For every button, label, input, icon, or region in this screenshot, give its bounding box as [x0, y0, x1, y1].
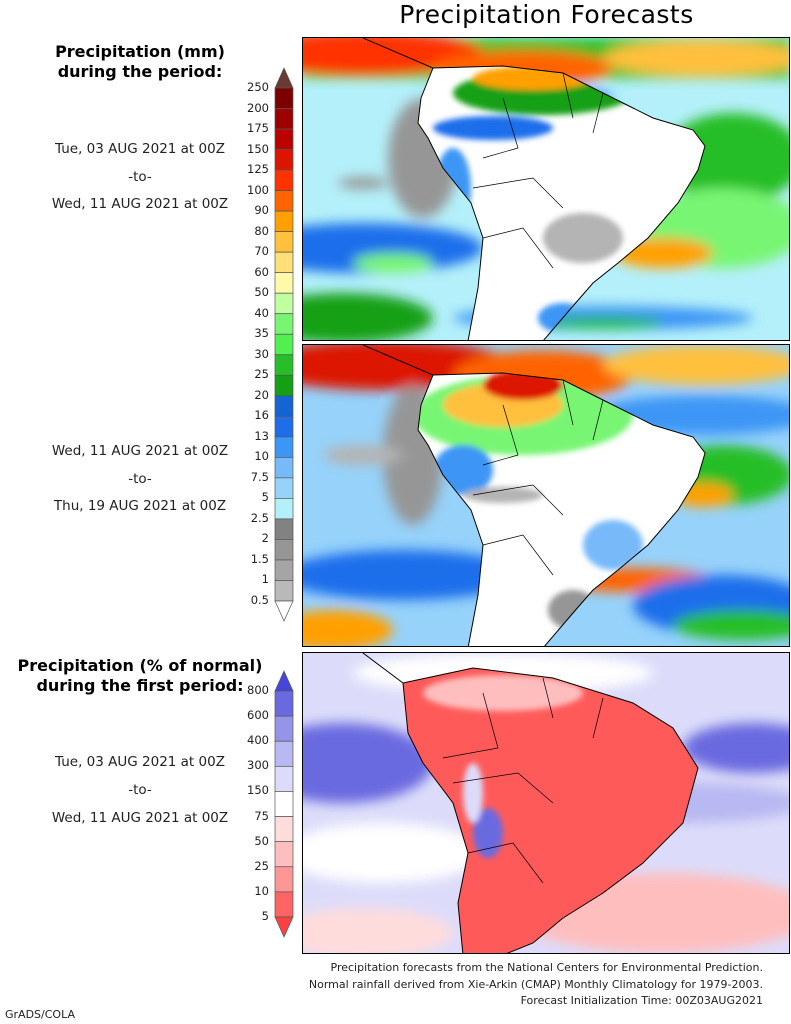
coastline	[362, 38, 706, 340]
colorbar-tick-label: 60	[254, 264, 269, 279]
country-borders	[472, 379, 604, 576]
colorbar-tick-label: 30	[254, 346, 269, 361]
colorbar-tick-label: 150	[247, 783, 269, 798]
panel3-heading: Precipitation (% of normal) during the f…	[0, 656, 280, 696]
colorbar-tick-label: 5	[261, 490, 269, 505]
colorbar-under-triangle	[274, 600, 294, 622]
colorbar-tick-label: 200	[247, 100, 269, 115]
precip-map-week1	[303, 38, 789, 340]
panel3-end-date: Wed, 11 AUG 2021 at 00Z	[51, 810, 229, 826]
colorbar-tick-label: 50	[254, 285, 269, 300]
colorbar-swatch	[274, 841, 294, 868]
map-panel-2	[302, 344, 790, 647]
colorbar-tick-label: 125	[247, 162, 269, 177]
panel2-end-date: Thu, 19 AUG 2021 at 00Z	[53, 498, 227, 514]
colorbar-swatch	[274, 690, 294, 717]
colorbar-tick-label: 400	[247, 733, 269, 748]
footer-line-1: Precipitation forecasts from the Nationa…	[330, 961, 764, 974]
panel2-to: -to-	[128, 471, 152, 487]
coastline	[362, 653, 699, 953]
map-panel-3	[302, 652, 790, 954]
colorbar-tick-label: 90	[254, 203, 269, 218]
footer-line-3: Forecast Initialization Time: 00Z03AUG20…	[520, 994, 763, 1007]
percent-normal-map	[303, 653, 789, 953]
colorbar-swatch	[274, 791, 294, 817]
panel1-heading-line2: during the period:	[57, 62, 223, 81]
colorbar-tick-label: 100	[247, 182, 269, 197]
colorbar-tick-label: 2.5	[250, 510, 269, 525]
colorbar-swatch	[274, 740, 294, 767]
colorbar-swatch	[274, 866, 294, 893]
colorbar-tick-label: 150	[247, 141, 269, 156]
footer-line-2: Normal rainfall derived from Xie-Arkin (…	[308, 977, 763, 991]
page-title: Precipitation Forecasts	[399, 0, 694, 29]
panel1-end-date: Wed, 11 AUG 2021 at 00Z	[51, 196, 229, 212]
panel2-start-date: Wed, 11 AUG 2021 at 00Z	[51, 443, 229, 459]
credit: GrADS/COLA	[5, 1008, 75, 1021]
panel3-start-date: Tue, 03 AUG 2021 at 00Z	[55, 754, 225, 770]
colorbar-tick-label: 40	[254, 305, 269, 320]
colorbar-tick-label: 1.5	[250, 551, 269, 566]
panel1-to: -to-	[128, 169, 152, 185]
colorbar-tick-label: 80	[254, 223, 269, 238]
colorbar-tick-label: 20	[254, 387, 269, 402]
panel3-to: -to-	[128, 782, 152, 798]
colorbar-tick-label: 2	[261, 531, 269, 546]
colorbar-tick-label: 800	[247, 683, 269, 697]
panel1-start-date: Tue, 03 AUG 2021 at 00Z	[55, 141, 225, 157]
colorbar-swatch	[274, 891, 294, 918]
panel1-heading: Precipitation (mm) during the period:	[0, 42, 280, 82]
colorbar-tick-label: 175	[247, 121, 269, 136]
colorbar-tick-label: 300	[247, 758, 269, 773]
colorbar-tick-label: 10	[254, 449, 269, 464]
colorbar-tick-label: 10	[254, 883, 269, 898]
colorbar-tick-label: 75	[254, 808, 269, 823]
colorbar-tick-label: 35	[254, 326, 269, 341]
colorbar-under-triangle	[274, 916, 294, 938]
country-borders	[472, 72, 604, 269]
map-panel-1	[302, 37, 790, 341]
panel3-heading-line1: Precipitation (% of normal)	[17, 656, 263, 675]
colorbar-over-triangle	[274, 670, 294, 692]
panel3-heading-line2: during the first period:	[36, 676, 244, 695]
panel1-heading-line1: Precipitation (mm)	[55, 42, 225, 61]
precip-map-week2	[303, 345, 789, 646]
colorbar-tick-label: 25	[254, 858, 269, 873]
colorbar-tick-label: 70	[254, 244, 269, 259]
colorbar-tick-label: 25	[254, 367, 269, 382]
country-borders	[442, 677, 604, 884]
colorbar-tick-label: 5	[261, 909, 269, 923]
colorbar-tick-label: 0.5	[250, 593, 269, 607]
coastline	[362, 345, 706, 646]
colorbar-swatch	[274, 765, 294, 792]
colorbar-tick-label: 16	[254, 408, 269, 423]
colorbar-tick-label: 1	[261, 572, 269, 587]
colorbar-tick-label: 50	[254, 833, 269, 848]
colorbar-tick-label: 250	[247, 80, 269, 94]
colorbar-tick-label: 7.5	[250, 469, 269, 484]
footer-notes: Precipitation forecasts from the Nationa…	[309, 960, 763, 1010]
colorbar-tick-label: 13	[254, 428, 269, 443]
colorbar-swatch	[274, 816, 294, 843]
colorbar-swatch	[274, 715, 294, 742]
colorbar-tick-label: 600	[247, 708, 269, 723]
